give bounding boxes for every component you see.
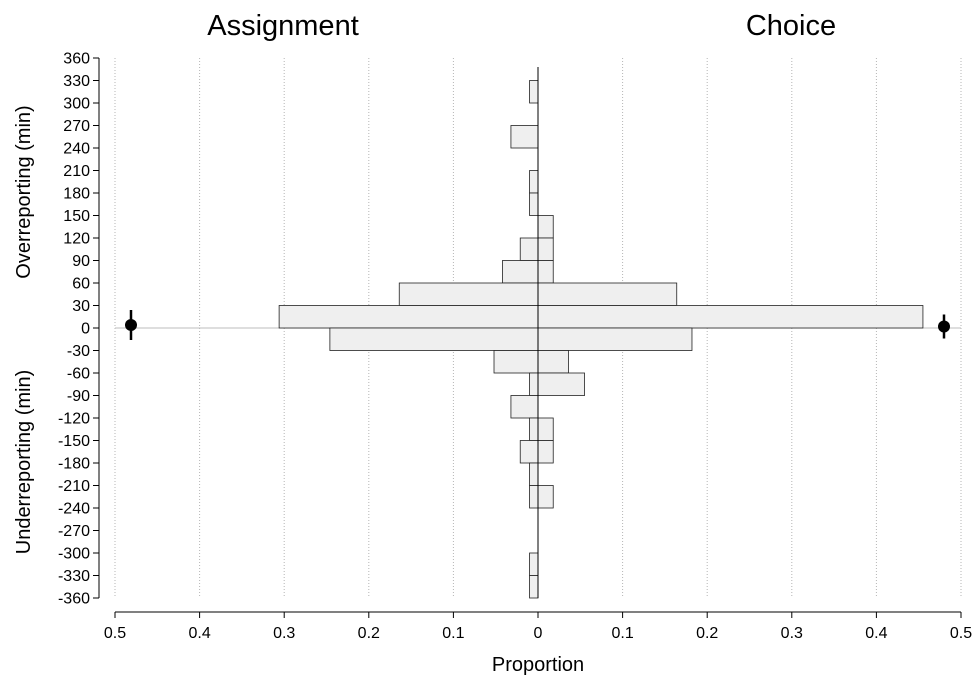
y-tick-label: 120 <box>63 231 90 248</box>
bar-choice <box>537 237 554 261</box>
bar-assignment <box>329 327 539 351</box>
mean-point-assignment <box>125 319 137 331</box>
x-tick-label: 0 <box>534 625 543 642</box>
x-tick-label: 0.2 <box>358 625 380 642</box>
mean-markers <box>125 310 950 340</box>
y-tick-label: -30 <box>67 343 90 360</box>
bar-choice <box>537 372 585 396</box>
y-tick-label: -60 <box>67 366 90 383</box>
y-tick-label: 30 <box>72 298 90 315</box>
y-tick-label: -330 <box>58 568 90 585</box>
bar-choice <box>537 282 678 306</box>
bar-choice <box>537 305 924 329</box>
bar-assignment <box>529 192 539 216</box>
bar-assignment <box>502 260 539 284</box>
x-tick-label: 0.4 <box>188 625 210 642</box>
bar-assignment <box>529 552 539 576</box>
x-tick-label: 0.1 <box>442 625 464 642</box>
panel-title-choice: Choice <box>746 10 836 42</box>
y-tick-label: -180 <box>58 456 90 473</box>
bar-assignment <box>510 395 539 419</box>
y-tick-label: 360 <box>63 51 90 68</box>
y-tick-label: 300 <box>63 96 90 113</box>
bar-choice <box>537 327 693 351</box>
bar-assignment <box>529 575 539 599</box>
y-tick-label: -270 <box>58 523 90 540</box>
bar-choice <box>537 485 554 509</box>
x-tick-label: 0.5 <box>950 625 972 642</box>
bar-assignment <box>519 440 539 464</box>
y-axis-title-underreporting: Underreporting (min) <box>13 370 35 555</box>
bar-assignment <box>529 485 539 509</box>
bar-assignment <box>278 305 539 329</box>
bar-assignment <box>519 237 539 261</box>
y-tick-label: 270 <box>63 118 90 135</box>
bar-assignment <box>529 170 539 194</box>
y-tick-label: 90 <box>72 253 90 270</box>
bar-assignment <box>398 282 539 306</box>
x-tick-label: 0.4 <box>865 625 887 642</box>
bar-choice <box>537 350 569 374</box>
bar-assignment <box>493 350 539 374</box>
y-tick-label: -360 <box>58 591 90 608</box>
y-tick-label: 180 <box>63 186 90 203</box>
bar-assignment <box>529 372 539 396</box>
y-tick-label: 0 <box>81 321 90 338</box>
y-axis: 3603303002702402101801501209060300-30-60… <box>58 51 100 608</box>
y-tick-label: 240 <box>63 141 90 158</box>
x-axis-title: Proportion <box>492 654 584 676</box>
x-tick-label: 0.2 <box>696 625 718 642</box>
y-tick-label: -210 <box>58 478 90 495</box>
y-axis-title-overreporting: Overreporting (min) <box>13 105 35 278</box>
x-tick-label: 0.5 <box>104 625 126 642</box>
y-tick-label: -90 <box>67 388 90 405</box>
mean-point-choice <box>938 320 950 333</box>
y-tick-label: -150 <box>58 433 90 450</box>
y-tick-label: 210 <box>63 163 90 180</box>
bar-assignment <box>529 417 539 441</box>
bar-assignment <box>510 125 539 149</box>
bar-choice <box>537 215 554 239</box>
bar-choice <box>537 417 554 441</box>
x-tick-label: 0.3 <box>273 625 295 642</box>
bar-assignment <box>529 462 539 486</box>
x-axis: 0.5 0.4 0.3 0.2 0.1 0 0.1 0.2 0.3 0.4 0.5 <box>104 611 972 642</box>
panel-title-assignment: Assignment <box>207 10 359 42</box>
bar-assignment <box>529 80 539 104</box>
y-tick-label: 330 <box>63 73 90 90</box>
bar-choice <box>537 440 554 464</box>
y-tick-label: 150 <box>63 208 90 225</box>
y-tick-label: 60 <box>72 276 90 293</box>
y-tick-label: -120 <box>58 411 90 428</box>
y-tick-label: -240 <box>58 501 90 518</box>
bar-choice <box>537 260 554 284</box>
x-tick-label: 0.3 <box>781 625 803 642</box>
x-tick-label: 0.1 <box>611 625 633 642</box>
histogram-bars <box>278 80 924 599</box>
y-tick-label: -300 <box>58 546 90 563</box>
